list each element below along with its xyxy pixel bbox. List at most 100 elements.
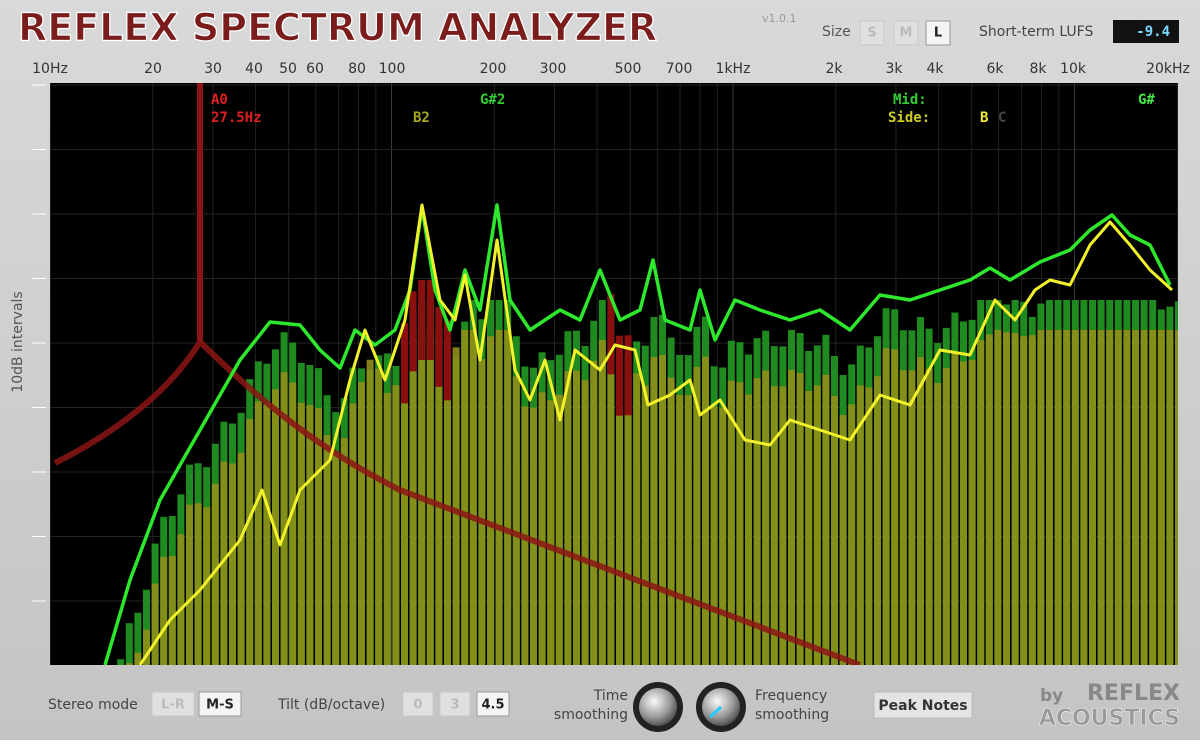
spectrum-bar-side bbox=[125, 663, 133, 665]
spectrum-bar-side bbox=[220, 461, 228, 665]
spectrum-bar-side bbox=[358, 382, 365, 665]
spectrum-bar-side bbox=[684, 395, 692, 665]
note-frequency: 27.5Hz bbox=[211, 110, 262, 126]
spectrum-bar-side bbox=[1175, 330, 1178, 665]
spectrum-bar-side bbox=[186, 504, 193, 665]
spectrum-bar-side bbox=[607, 354, 615, 665]
spectrum-bar-side bbox=[444, 330, 451, 665]
option-button[interactable] bbox=[925, 20, 951, 46]
mid-label: Mid: bbox=[893, 92, 927, 108]
spectrum-bar-side bbox=[160, 556, 168, 665]
spectrum-bar-side bbox=[332, 452, 340, 665]
peak-bar bbox=[444, 320, 451, 401]
spectrum-bar bbox=[117, 659, 125, 665]
peak-bar bbox=[624, 335, 632, 416]
size-label: Size bbox=[822, 24, 851, 40]
spectrum-bar-side bbox=[994, 330, 1002, 665]
spectrum-bar-side bbox=[134, 652, 142, 665]
spectrum-bar-side bbox=[874, 376, 881, 665]
spectrum-bar-side bbox=[1003, 332, 1010, 665]
freq-label: Frequency bbox=[755, 688, 827, 704]
spectrum-bar-side bbox=[598, 340, 606, 665]
spectrum-bar-side bbox=[573, 370, 580, 665]
option-button[interactable] bbox=[476, 691, 510, 717]
peak-bar bbox=[607, 294, 615, 375]
spectrum-bar-side bbox=[538, 392, 546, 665]
peak-notes-button[interactable] bbox=[873, 691, 973, 719]
option-button[interactable] bbox=[402, 691, 434, 717]
spectrum-bar-side bbox=[512, 376, 520, 665]
spectrum-bar-side bbox=[581, 380, 589, 665]
spectrum-bar-side bbox=[263, 403, 271, 665]
spectrum-bar-side bbox=[1063, 330, 1071, 665]
spectrum-bar-side bbox=[908, 370, 916, 665]
spectrum-bar-side bbox=[237, 452, 245, 665]
spectrum-bar-side bbox=[856, 385, 864, 665]
stereo-label: Stereo mode bbox=[48, 697, 138, 713]
spectrum-bar-side bbox=[203, 507, 211, 665]
option-button[interactable] bbox=[439, 691, 471, 717]
spectrum-bar-side bbox=[616, 379, 623, 665]
spectrum-bar-side bbox=[1097, 330, 1105, 665]
spectrum-bar-side bbox=[392, 385, 400, 665]
spectrum-bar-side bbox=[375, 368, 383, 665]
option-button[interactable] bbox=[859, 20, 885, 46]
spectrum-bar-side bbox=[315, 408, 322, 665]
spectrum-bar-side bbox=[985, 334, 993, 665]
spectrum-bar-side bbox=[710, 406, 718, 665]
spectrum-bar-side bbox=[495, 330, 503, 665]
spectrum-bar-side bbox=[1028, 335, 1036, 665]
spectrum-bar-side bbox=[555, 394, 563, 665]
option-button[interactable] bbox=[151, 691, 195, 717]
spectrum-bar-side bbox=[246, 419, 254, 665]
spectrum-bar-side bbox=[977, 340, 985, 665]
frequency-label: 4k bbox=[926, 61, 944, 77]
side-label: Side: bbox=[888, 110, 930, 126]
frequency-label: 1kHz bbox=[716, 61, 751, 77]
version: v1.0.1 bbox=[762, 12, 797, 25]
spectrum-bar-side bbox=[504, 330, 512, 665]
spectrum-bar-side bbox=[530, 407, 537, 665]
spectrum-bar-side bbox=[461, 330, 469, 665]
option-text: 3 bbox=[450, 698, 459, 713]
option-text: M-S bbox=[206, 698, 234, 713]
option-button[interactable] bbox=[893, 20, 919, 46]
lufs-value: -9.4 bbox=[1136, 24, 1170, 40]
lufs-display bbox=[1113, 20, 1179, 43]
frequency-label: 50 bbox=[279, 61, 297, 77]
peak-bar bbox=[426, 280, 434, 360]
frequency-label: 700 bbox=[666, 61, 693, 77]
freq-label: smoothing bbox=[755, 707, 829, 723]
spectrum-bar-side bbox=[564, 371, 572, 665]
spectrum-bar-side bbox=[650, 356, 658, 665]
spectrum-bar-side bbox=[211, 483, 219, 665]
spectrum-bar-side bbox=[753, 378, 761, 665]
marker-b2: B2 bbox=[413, 110, 430, 126]
spectrum-bar-side bbox=[822, 374, 830, 665]
spectrum-bar-side bbox=[891, 349, 899, 665]
spectrum-bar-side bbox=[624, 376, 632, 665]
spectrum-bar-side bbox=[1166, 330, 1174, 665]
spectrum-bar-side bbox=[349, 403, 357, 665]
option-button[interactable] bbox=[198, 691, 242, 717]
spectrum-bar-side bbox=[366, 359, 374, 665]
spectrum-bar-side bbox=[676, 394, 684, 665]
spectrum-bar-side bbox=[435, 330, 443, 665]
note-label: A0 bbox=[211, 92, 228, 108]
spectrum-bar-side bbox=[865, 387, 873, 665]
peak-bar bbox=[409, 291, 417, 372]
spectrum-bar-side bbox=[727, 380, 735, 665]
spectrum-bar-side bbox=[848, 404, 856, 665]
spectrum-bar-side bbox=[487, 336, 494, 665]
spectrum-bar-side bbox=[934, 383, 942, 665]
option-text: 4.5 bbox=[481, 698, 504, 713]
spectrum-bar-side bbox=[452, 347, 460, 665]
spectrum-bar-side bbox=[899, 370, 907, 665]
frequency-label: 500 bbox=[615, 61, 642, 77]
spectrum-bar-side bbox=[1157, 330, 1165, 665]
frequency-label: 2k bbox=[825, 61, 843, 77]
time-label: smoothing bbox=[554, 707, 628, 723]
spectrum-bar-side bbox=[383, 393, 391, 665]
peak-notes-text: Peak Notes bbox=[878, 698, 967, 714]
spectrum-bar-side bbox=[736, 382, 744, 665]
